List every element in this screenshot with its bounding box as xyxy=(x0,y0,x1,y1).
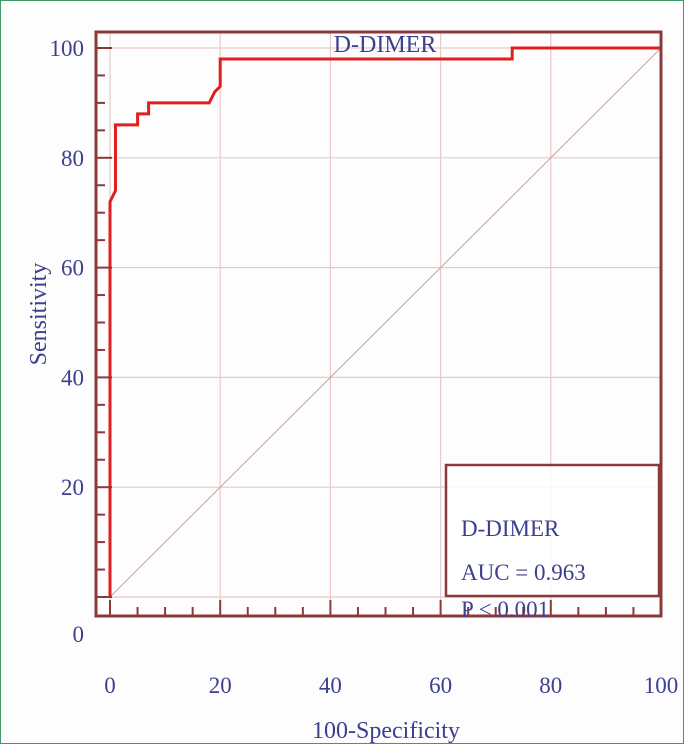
x-tick-label: 80 xyxy=(539,673,562,698)
reference-diagonal-line xyxy=(109,47,662,598)
minor-ticks xyxy=(96,47,662,616)
x-tick-label: 100 xyxy=(644,673,679,698)
x-axis-label: 100-Specificity xyxy=(312,718,460,744)
y-axis-label: Sensitivity xyxy=(26,263,52,366)
y-tick-labels: 0 20 40 60 80 100 xyxy=(50,36,85,647)
y-tick-label: 60 xyxy=(61,256,84,281)
legend-box: D-DIMER AUC = 0.963 P < 0.001 xyxy=(444,463,661,622)
chart-title: D-DIMER xyxy=(334,32,437,58)
roc-curve-line xyxy=(108,46,661,597)
y-tick-label: 0 xyxy=(73,622,85,647)
legend-series-name: D-DIMER xyxy=(461,516,560,541)
legend-auc-value: AUC = 0.963 xyxy=(461,560,586,585)
y-tick-label: 20 xyxy=(61,475,84,500)
x-tick-labels: 0 20 40 60 80 100 xyxy=(104,673,678,698)
x-tick-label: 60 xyxy=(429,673,452,698)
x-tick-label: 40 xyxy=(319,673,342,698)
x-tick-label: 20 xyxy=(209,673,232,698)
x-tick-label: 0 xyxy=(104,673,116,698)
y-tick-label: 100 xyxy=(50,36,85,61)
y-tick-label: 80 xyxy=(61,146,84,171)
legend-frame xyxy=(444,463,661,598)
y-tick-label: 40 xyxy=(61,365,84,390)
plot-frame xyxy=(94,30,663,618)
legend-p-value: P < 0.001 xyxy=(461,597,549,622)
